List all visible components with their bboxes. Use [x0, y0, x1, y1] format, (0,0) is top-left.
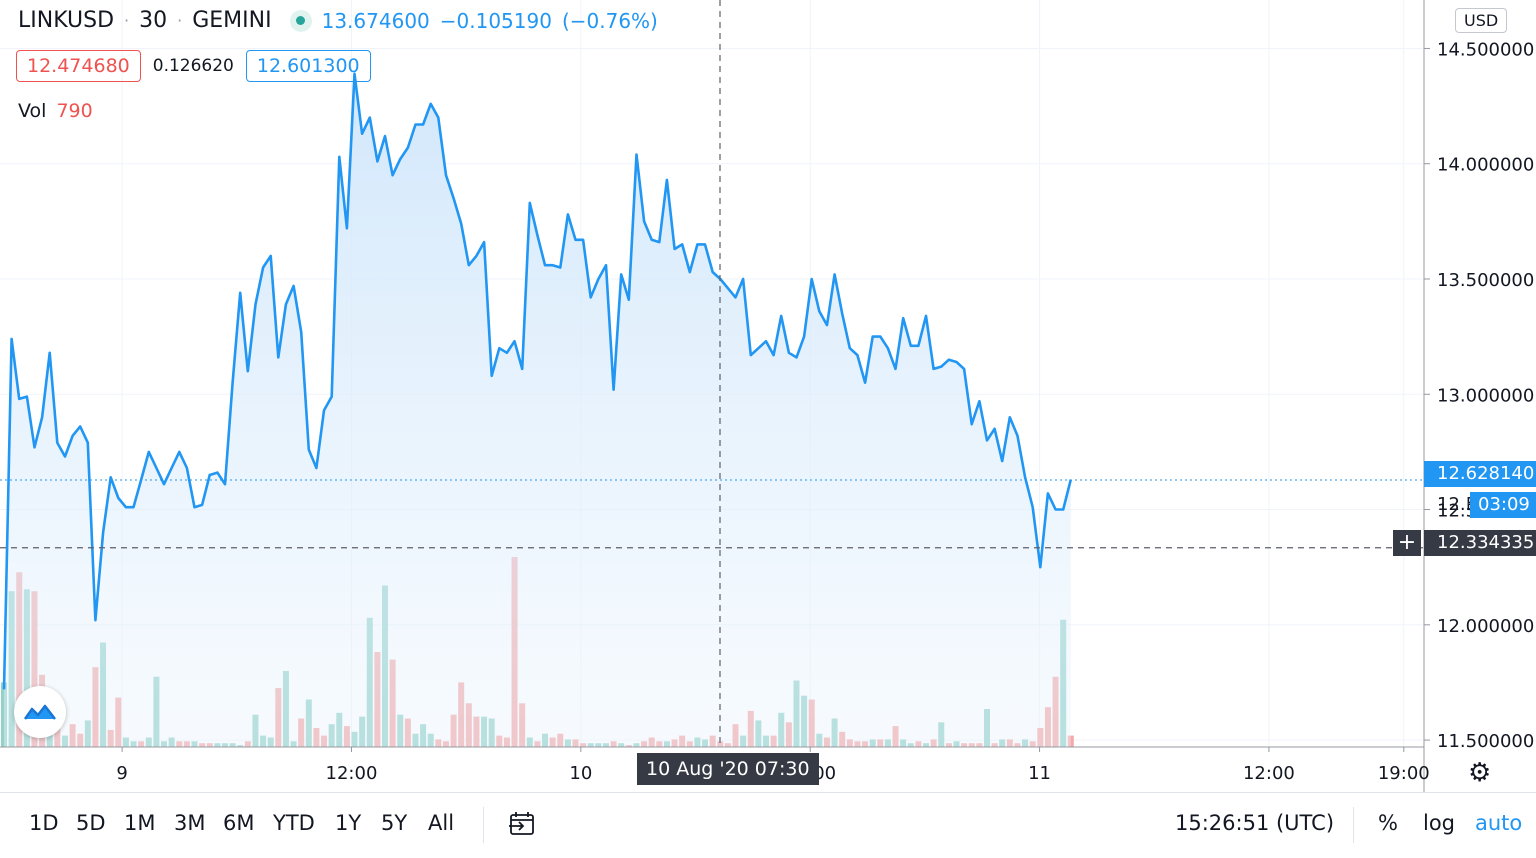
range-1m-button[interactable]: 1M — [124, 811, 156, 835]
ohlc-row: 12.474680 0.126620 12.601300 — [16, 50, 371, 82]
y-tick-label: 13.000000 — [1437, 385, 1534, 406]
percent-scale-toggle[interactable]: % — [1378, 811, 1398, 835]
price-line — [2, 72, 1073, 690]
utc-clock[interactable]: 15:26:51 (UTC) — [1175, 811, 1335, 835]
x-tick-label: 10 — [569, 763, 592, 784]
toolbar-divider — [483, 807, 484, 843]
legend-separator: · — [177, 11, 183, 30]
last-price-tag: 12.628140 — [1424, 461, 1536, 487]
y-tick-label: 11.500000 — [1437, 731, 1534, 752]
bottom-toolbar: 1D 5D 1M 3M 6M YTD 1Y 5Y All 15:26:51 (U… — [0, 792, 1536, 858]
range-1y-button[interactable]: 1Y — [335, 811, 362, 835]
tradingview-logo-icon[interactable] — [14, 686, 66, 738]
range-5y-button[interactable]: 5Y — [381, 811, 408, 835]
calendar-glyph — [509, 812, 534, 835]
chart-legend: LINKUSD · 30 · GEMINI 13.674600 −0.10519… — [18, 8, 658, 33]
crosshair-add-button[interactable]: + — [1393, 530, 1421, 556]
x-tick-label: 11 — [1028, 763, 1051, 784]
volume-value: 790 — [56, 100, 93, 122]
ask-price-box[interactable]: 12.601300 — [245, 50, 371, 82]
bid-price-box[interactable]: 12.474680 — [16, 50, 141, 82]
y-tick-label: 14.500000 — [1437, 39, 1534, 60]
price-change: −0.105190 — [439, 8, 552, 33]
range-5d-button[interactable]: 5D — [76, 811, 106, 835]
market-open-dot-icon — [289, 9, 312, 32]
legend-separator: · — [124, 11, 130, 30]
range-6m-button[interactable]: 6M — [223, 811, 255, 835]
crosshair-time-tag: 10 Aug '20 07:30 — [637, 753, 819, 785]
exchange-label: GEMINI — [192, 8, 272, 33]
volume-legend: Vol 790 — [18, 100, 93, 122]
currency-button[interactable]: USD — [1455, 8, 1508, 33]
crosshair-price-tag: 12.334335 — [1424, 530, 1536, 556]
range-1d-button[interactable]: 1D — [29, 811, 59, 835]
bar-countdown-timer: 03:09 — [1470, 492, 1536, 518]
calendar-goto-icon[interactable] — [508, 809, 538, 843]
x-tick-label: 9 — [116, 763, 127, 784]
y-tick-label: 14.000000 — [1437, 155, 1534, 176]
spread-value: 0.126620 — [152, 56, 234, 76]
gear-icon[interactable]: ⚙ — [1468, 758, 1492, 788]
x-tick-label: 12:00 — [326, 763, 378, 784]
x-tick-label: 12:00 — [1243, 763, 1295, 784]
last-price: 13.674600 — [321, 8, 430, 33]
interval-label[interactable]: 30 — [139, 8, 168, 33]
range-all-button[interactable]: All — [428, 811, 455, 835]
toolbar-divider — [1353, 807, 1354, 843]
logo-mark — [23, 704, 56, 720]
y-tick-label: 12.000000 — [1437, 616, 1534, 637]
x-tick-label: 19:00 — [1378, 763, 1430, 784]
y-tick-label: 13.500000 — [1437, 270, 1534, 291]
auto-scale-toggle[interactable]: auto — [1475, 811, 1523, 835]
range-ytd-button[interactable]: YTD — [273, 811, 315, 835]
hidden-price-tick: 12.5 — [1437, 494, 1478, 515]
price-change-percent: (−0.76%) — [561, 8, 658, 33]
range-3m-button[interactable]: 3M — [174, 811, 206, 835]
price-area-fill — [4, 73, 1071, 748]
volume-label: Vol — [18, 100, 47, 122]
symbol-name[interactable]: LINKUSD — [18, 8, 115, 33]
log-scale-toggle[interactable]: log — [1423, 811, 1456, 835]
